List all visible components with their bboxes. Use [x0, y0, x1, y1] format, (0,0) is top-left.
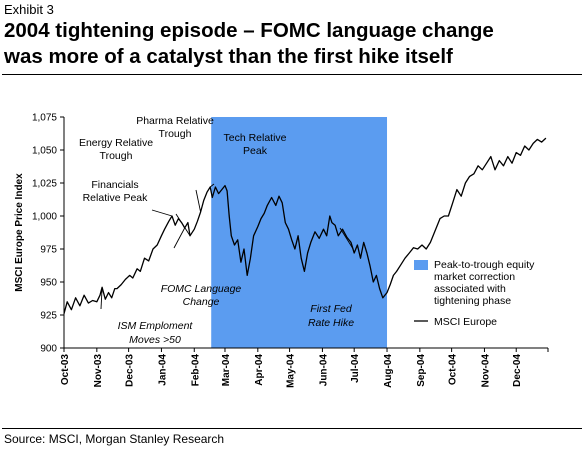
title-rule	[2, 74, 582, 75]
y-tick-label: 1,050	[32, 146, 57, 157]
y-tick-label: 975	[40, 245, 57, 256]
y-tick-label: 1,025	[32, 179, 57, 190]
x-tick-label: Dec-04	[512, 354, 523, 387]
correction-shaded-region	[211, 117, 388, 348]
annotation-arrow-tech-relative-peak	[209, 183, 215, 188]
annotation-line: ISM Emploment	[118, 320, 194, 332]
title-line-2: was more of a catalyst than the first hi…	[4, 45, 453, 68]
y-tick-label: 925	[40, 311, 57, 322]
x-tick-label: Aug-04	[383, 354, 394, 388]
x-tick-label: Oct-03	[60, 354, 71, 386]
annotation-line: Change	[183, 296, 220, 308]
legend-label-msci-europe: MSCI Europe	[434, 316, 497, 328]
annotation-tech-relative-peak: Tech Relative Peak	[223, 132, 286, 157]
x-tick-label: Feb-04	[190, 354, 201, 387]
annotation-arrow-energy-relative-trough	[175, 213, 191, 237]
annotation-line: Relative Peak	[83, 192, 149, 204]
y-tick-label: 1,000	[32, 212, 57, 223]
annotation-first-fed-rate-hike: First Fed Rate Hike	[308, 303, 354, 329]
annotation-line: FOMC Language	[161, 283, 242, 295]
annotation-arrow-ism-employment	[100, 287, 103, 310]
chart: 900 925 950 975 1,000 1,025 1,050 1,075 MSCI Eur…	[14, 113, 549, 388]
annotation-line: Energy Relative	[79, 137, 153, 149]
msci-europe-series-line	[63, 137, 547, 314]
annotation-line: Trough	[159, 128, 192, 140]
x-tick-label: Nov-03	[93, 354, 104, 388]
legend-label-line: tightening phase	[434, 295, 511, 307]
x-tick-label: Apr-04	[254, 354, 265, 386]
annotation-arrow-financials-relative-peak	[151, 209, 173, 217]
annotation-line: Trough	[100, 150, 133, 162]
source-note: Source: MSCI, Morgan Stanley Research	[4, 432, 225, 446]
annotation-line: Rate Hike	[308, 317, 354, 329]
x-tick-label: Sep-04	[416, 354, 427, 387]
y-axis-title: MSCI Europe Price Index	[14, 173, 25, 292]
x-tick-label: Mar-04	[221, 354, 232, 387]
y-tick-label: 900	[40, 344, 57, 355]
annotation-arrow-fomc-language-change	[173, 227, 186, 249]
annotation-line: Peak	[243, 145, 268, 157]
annotation-arrow-pharma-relative-trough	[195, 189, 202, 213]
y-tick-label: 950	[40, 278, 57, 289]
annotation-line: Tech Relative	[223, 132, 286, 144]
exhibit-label: Exhibit 3	[4, 2, 54, 17]
x-tick-label: Jan-04	[157, 354, 168, 386]
x-tick-label: Jun-04	[318, 354, 329, 387]
annotation-line: First Fed	[310, 303, 353, 315]
page-title: 2004 tightening episode – FOMC language …	[4, 18, 582, 70]
annotation-pharma-relative-trough: Pharma Relative Trough	[136, 115, 214, 140]
legend-swatch-correction	[414, 260, 428, 270]
legend-label-correction: Peak-to-trough equity market correction as…	[434, 259, 535, 307]
annotation-line: Moves >50	[129, 334, 181, 346]
annotation-line: Pharma Relative	[136, 115, 214, 127]
annotation-fomc-language-change: FOMC Language Change	[161, 283, 242, 308]
source-rule	[2, 428, 582, 429]
x-tick-label: May-04	[286, 354, 297, 388]
y-tick-label: 1,075	[32, 113, 57, 124]
legend-label-line: market correction	[434, 271, 515, 283]
x-tick-label: Dec-03	[125, 354, 136, 387]
x-tick-label: Jul-04	[350, 354, 361, 383]
annotation-ism-employment: ISM Emploment Moves >50	[118, 320, 194, 346]
title-line-1: 2004 tightening episode – FOMC language …	[4, 19, 494, 42]
annotation-line: Financials	[91, 179, 138, 191]
annotation-energy-relative-trough: Energy Relative Trough	[79, 137, 153, 162]
legend-label-line: associated with	[434, 283, 506, 295]
legend-label-line: Peak-to-trough equity	[434, 259, 535, 271]
annotation-financials-relative-peak: Financials Relative Peak	[83, 179, 149, 204]
x-tick-label: Oct-04	[448, 354, 459, 386]
annotation-arrow-first-fed-rate-hike	[339, 227, 354, 250]
x-tick-label: Nov-04	[480, 354, 491, 388]
